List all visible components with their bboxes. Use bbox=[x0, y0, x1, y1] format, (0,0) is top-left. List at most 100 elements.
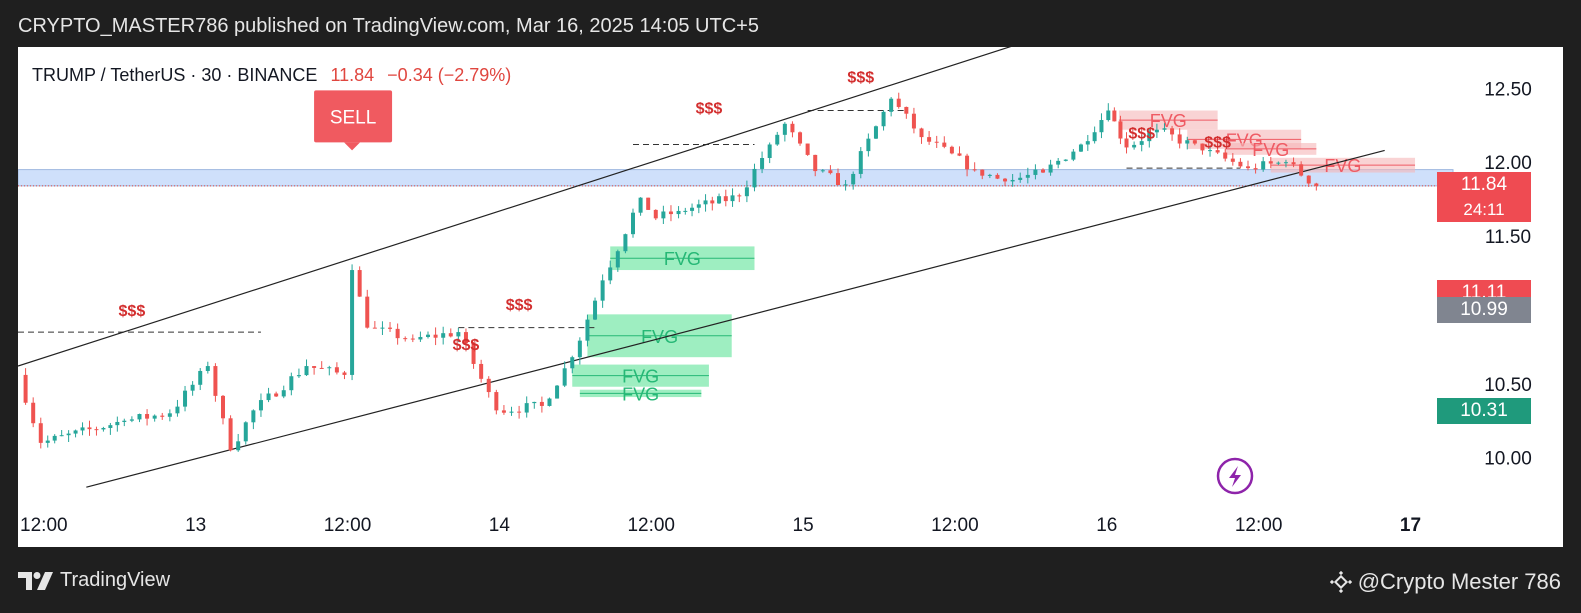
candle bbox=[881, 110, 886, 131]
candle bbox=[243, 421, 248, 445]
candle bbox=[137, 413, 142, 423]
candle bbox=[94, 426, 99, 436]
candle bbox=[1118, 115, 1123, 145]
candle bbox=[631, 208, 635, 238]
candle bbox=[145, 409, 150, 426]
candle bbox=[593, 297, 598, 321]
candle bbox=[1238, 158, 1243, 169]
candle bbox=[1170, 125, 1175, 141]
tradingview-brand[interactable]: TradingView bbox=[18, 569, 170, 592]
candle bbox=[957, 146, 962, 157]
candle bbox=[798, 131, 803, 146]
candle bbox=[350, 264, 355, 381]
candle bbox=[152, 414, 157, 422]
candle bbox=[1071, 149, 1076, 162]
candle bbox=[744, 180, 749, 203]
candle bbox=[509, 406, 514, 416]
candle bbox=[471, 341, 476, 369]
footer-bar: TradingView @Crypto Mester 786 bbox=[0, 553, 1581, 613]
candle bbox=[615, 249, 620, 272]
y-tick-3: 10.50 bbox=[1484, 375, 1532, 396]
symbol-legend: TRUMP / TetherUS · 30 · BINANCE 11.84 −0… bbox=[32, 65, 511, 86]
candle bbox=[1085, 134, 1090, 151]
candle bbox=[866, 133, 871, 157]
candle bbox=[80, 422, 85, 436]
candle bbox=[524, 396, 529, 418]
candle bbox=[122, 418, 127, 427]
liquidity-label-4: $$$ bbox=[696, 100, 723, 117]
candle bbox=[813, 154, 818, 177]
chart-frame[interactable]: FVG FVG FVG FVG FVG FVG FVG FVG SELL $$$ $$$ $$$ $$$… bbox=[18, 47, 1563, 547]
candle bbox=[1056, 158, 1061, 169]
candle bbox=[441, 326, 446, 345]
candle bbox=[403, 336, 408, 342]
lightning-bolt-icon bbox=[1229, 466, 1241, 487]
candle bbox=[949, 145, 954, 155]
candle bbox=[517, 405, 522, 419]
candle bbox=[418, 331, 423, 342]
publish-caption: CRYPTO_MASTER786 published on TradingVie… bbox=[18, 15, 759, 37]
liquidity-label-6: $$$ bbox=[1128, 126, 1155, 143]
candle bbox=[45, 435, 50, 448]
alert-lightning-icon bbox=[1216, 457, 1254, 495]
candle bbox=[183, 385, 188, 412]
candle bbox=[1010, 174, 1015, 187]
x-tick-5: 15 bbox=[793, 515, 814, 536]
fvg-label-7: FVG bbox=[1324, 156, 1361, 176]
candle bbox=[805, 143, 810, 156]
candle bbox=[1306, 175, 1311, 188]
candle bbox=[334, 362, 339, 375]
candle bbox=[1192, 139, 1197, 146]
candle bbox=[23, 368, 28, 405]
price-badge-2: 10.99 bbox=[1437, 297, 1531, 324]
candle bbox=[1063, 159, 1068, 162]
candle bbox=[873, 125, 878, 140]
candle bbox=[638, 197, 643, 216]
liquidity-label-7: $$$ bbox=[1204, 134, 1231, 151]
candle bbox=[703, 194, 708, 212]
candle bbox=[934, 135, 939, 148]
candle bbox=[433, 327, 438, 346]
price-badge-countdown: 24:11 bbox=[1463, 199, 1505, 219]
candle bbox=[1025, 167, 1030, 184]
candle bbox=[160, 412, 165, 420]
candle bbox=[426, 331, 430, 339]
candle bbox=[904, 106, 909, 119]
candle bbox=[577, 337, 582, 365]
candle bbox=[73, 429, 78, 438]
liquidity-label-3: $$$ bbox=[453, 337, 480, 354]
candle bbox=[661, 205, 666, 224]
candle bbox=[562, 361, 567, 388]
candle bbox=[683, 207, 688, 215]
candle bbox=[1154, 123, 1159, 138]
candle bbox=[668, 205, 673, 222]
candle bbox=[1208, 145, 1213, 157]
y-tick-4: 10.00 bbox=[1484, 449, 1532, 470]
fvg-label-1: FVG bbox=[641, 327, 678, 347]
candle bbox=[547, 397, 552, 407]
candle bbox=[1033, 164, 1038, 180]
candle bbox=[1048, 159, 1053, 176]
candle bbox=[927, 131, 932, 145]
candle bbox=[274, 391, 279, 398]
x-tick-8: 12:00 bbox=[1235, 515, 1283, 536]
candle bbox=[190, 381, 195, 396]
candle bbox=[129, 416, 134, 423]
candle bbox=[820, 169, 825, 173]
candle bbox=[1215, 144, 1220, 155]
candle bbox=[213, 363, 218, 402]
candle bbox=[911, 107, 916, 134]
candle bbox=[1147, 128, 1152, 148]
y-tick-0: 12.50 bbox=[1484, 79, 1532, 100]
candle bbox=[919, 127, 924, 144]
candle bbox=[479, 359, 484, 383]
candle bbox=[539, 396, 544, 413]
candle bbox=[486, 376, 491, 398]
candle bbox=[198, 368, 203, 391]
candle bbox=[1003, 177, 1008, 187]
candle bbox=[1253, 163, 1258, 174]
candle bbox=[696, 199, 701, 214]
candle bbox=[965, 153, 970, 177]
fvg-label-4: FVG bbox=[1150, 111, 1187, 131]
